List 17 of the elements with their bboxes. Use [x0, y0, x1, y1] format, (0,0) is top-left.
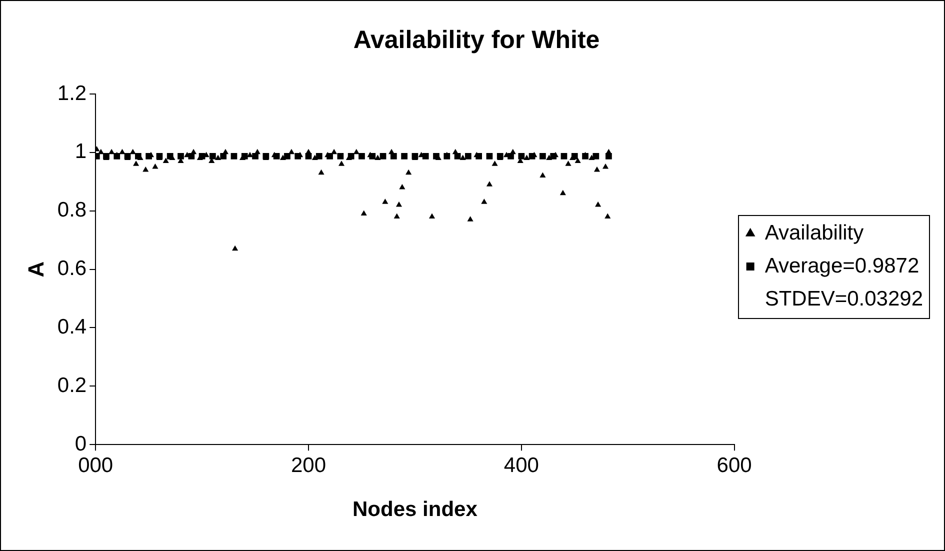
- x-axis-title: Nodes index: [352, 498, 478, 522]
- chart-title: Availability for White: [353, 26, 600, 54]
- legend-label: Availability: [764, 221, 864, 244]
- x-tick-label: 400: [504, 454, 539, 477]
- y-tick-label: 0.4: [57, 316, 87, 339]
- legend-label: Average=0.9872: [764, 254, 920, 278]
- x-tick-label: 600: [716, 454, 752, 477]
- text: STDEV=0.03292: [764, 287, 923, 310]
- y-tick-label: 1: [74, 140, 87, 164]
- x-tick-label: 200: [290, 454, 326, 477]
- y-tick-label: 0.6: [57, 257, 87, 280]
- y-axis-title: A: [23, 261, 48, 278]
- x-tick-label: 000: [78, 454, 114, 477]
- y-tick-label: 0: [74, 432, 87, 456]
- y-tick-label: 0.2: [57, 374, 87, 397]
- y-tick-label: 0.8: [57, 198, 87, 222]
- y-tick-label: 1.2: [57, 82, 87, 105]
